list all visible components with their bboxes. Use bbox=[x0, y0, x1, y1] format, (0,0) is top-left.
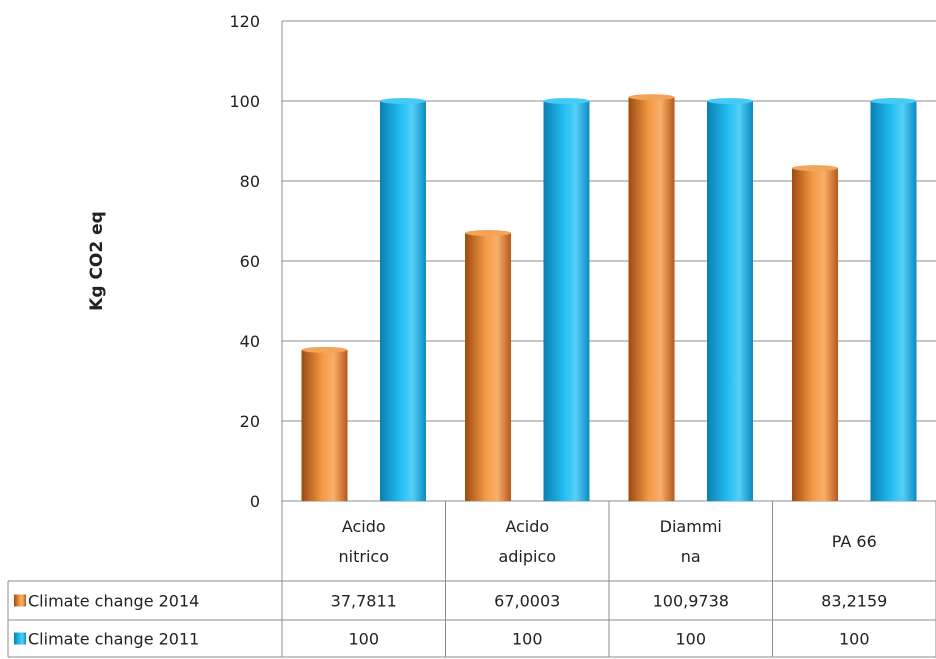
bar-climate-2011 bbox=[870, 101, 917, 501]
category-label: Acido bbox=[342, 517, 386, 536]
bar-climate-2014 bbox=[628, 97, 675, 501]
y-tick-label: 40 bbox=[240, 332, 260, 351]
bar-top bbox=[706, 98, 753, 104]
bar-climate-2014 bbox=[792, 168, 839, 501]
bar-climate-2014 bbox=[301, 349, 348, 501]
bar-top bbox=[379, 98, 426, 104]
category-label: Diammi bbox=[660, 517, 722, 536]
y-tick-label: 60 bbox=[240, 252, 260, 271]
y-axis-label: Kg CO2 eq bbox=[87, 211, 107, 311]
bar-top bbox=[628, 94, 675, 101]
bar-top bbox=[465, 229, 512, 236]
category-label: na bbox=[681, 547, 701, 566]
y-tick-label: 100 bbox=[229, 92, 260, 111]
data-table-value: 37,7811 bbox=[331, 592, 397, 611]
legend-key-climate-2011 bbox=[14, 632, 26, 645]
category-label: nitrico bbox=[339, 547, 389, 566]
legend-key-climate-2014 bbox=[14, 594, 26, 607]
data-table-value: 83,2159 bbox=[821, 592, 887, 611]
data-table-value: 100 bbox=[348, 630, 379, 649]
category-label: PA 66 bbox=[832, 532, 877, 551]
data-table: Acido nitrico Acido adipico Diammi na PA 66 Cli… bbox=[7, 501, 936, 658]
bar-top bbox=[870, 98, 917, 104]
bars bbox=[301, 94, 917, 502]
data-table-value: 100,9738 bbox=[653, 592, 729, 611]
data-table-value: 100 bbox=[512, 630, 543, 649]
category-label: adipico bbox=[498, 547, 556, 566]
y-tick-label: 20 bbox=[240, 412, 260, 431]
bar-top bbox=[543, 98, 590, 104]
y-tick-label: 120 bbox=[229, 12, 260, 31]
bar-climate-2011 bbox=[543, 101, 590, 501]
bar-top bbox=[301, 346, 348, 353]
data-table-value: 100 bbox=[839, 630, 870, 649]
y-tick-label: 80 bbox=[240, 172, 260, 191]
bar-climate-2014 bbox=[465, 232, 512, 502]
y-axis-ticks: 0 20 40 60 80 100 120 bbox=[229, 12, 260, 511]
legend-series-name: Climate change 2011 bbox=[28, 630, 199, 649]
bar-climate-2011 bbox=[706, 101, 753, 501]
bar-climate-2011 bbox=[379, 101, 426, 501]
category-label: Acido bbox=[505, 517, 549, 536]
data-table-value: 67,0003 bbox=[494, 592, 560, 611]
bar-top bbox=[792, 165, 839, 172]
legend-series-name: Climate change 2014 bbox=[28, 592, 199, 611]
data-table-value: 100 bbox=[675, 630, 706, 649]
y-tick-label: 0 bbox=[250, 492, 260, 511]
